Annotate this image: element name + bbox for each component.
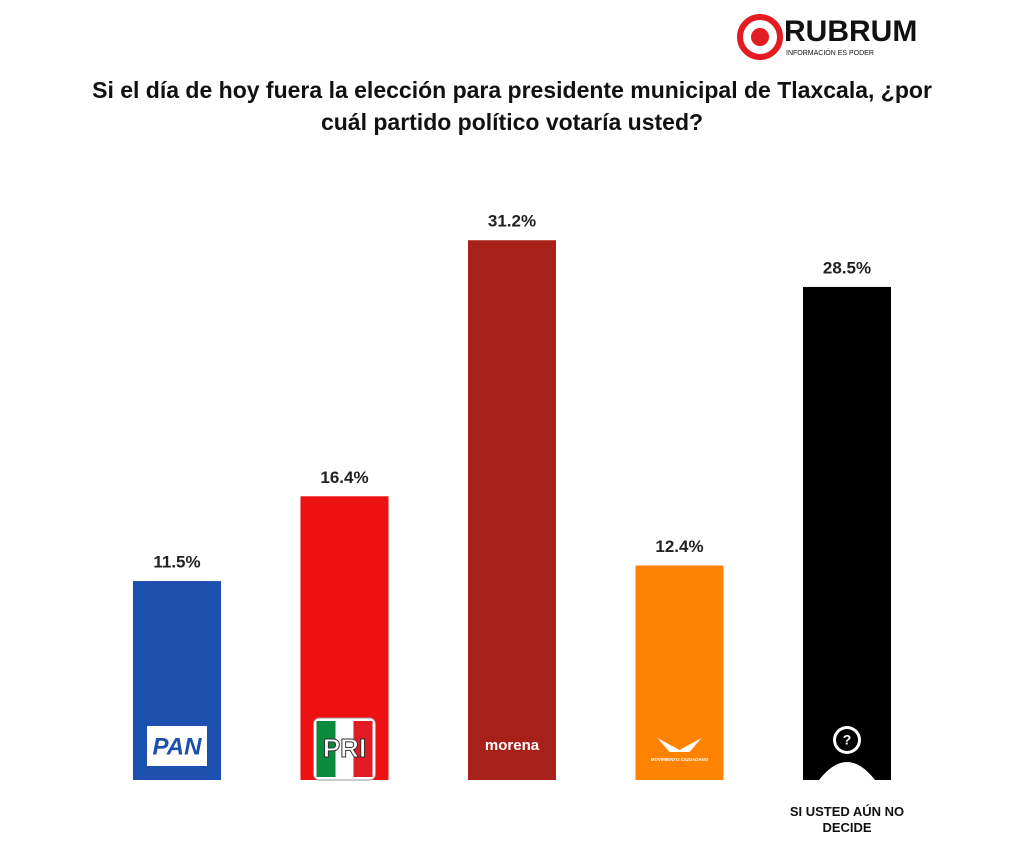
value-label: 11.5% — [153, 553, 200, 572]
logo-box — [147, 726, 207, 766]
logo-ring — [737, 14, 783, 60]
logo-dot — [751, 28, 769, 46]
value-label: 16.4% — [320, 468, 368, 487]
bar — [635, 565, 724, 780]
x-tick-label: PRI — [323, 733, 366, 763]
logo-green — [316, 721, 336, 777]
x-tick-label: SI USTED AÚN NO DECIDE — [789, 804, 905, 835]
value-label: 31.2% — [488, 212, 536, 231]
bar — [468, 240, 556, 781]
icon-body — [819, 762, 875, 780]
x-tick-label: PAN — [153, 733, 203, 760]
x-tick-label: morena — [485, 737, 540, 754]
logo-tagline: INFORMACIÓN ES PODER — [786, 48, 874, 57]
logo-red — [353, 721, 373, 777]
value-label: 12.4% — [655, 537, 703, 556]
icon-head-inner — [836, 729, 858, 751]
logo-eagle — [657, 738, 702, 752]
logo-text: RUBRUM — [784, 15, 917, 48]
chart-title: Si el día de hoy fuera la elección para … — [92, 77, 932, 135]
x-tick-label: MOVIMIENTO CIUDADANO — [651, 757, 709, 762]
icon-mark: ? — [843, 732, 852, 748]
bar — [803, 286, 891, 780]
value-label: 28.5% — [823, 258, 871, 277]
